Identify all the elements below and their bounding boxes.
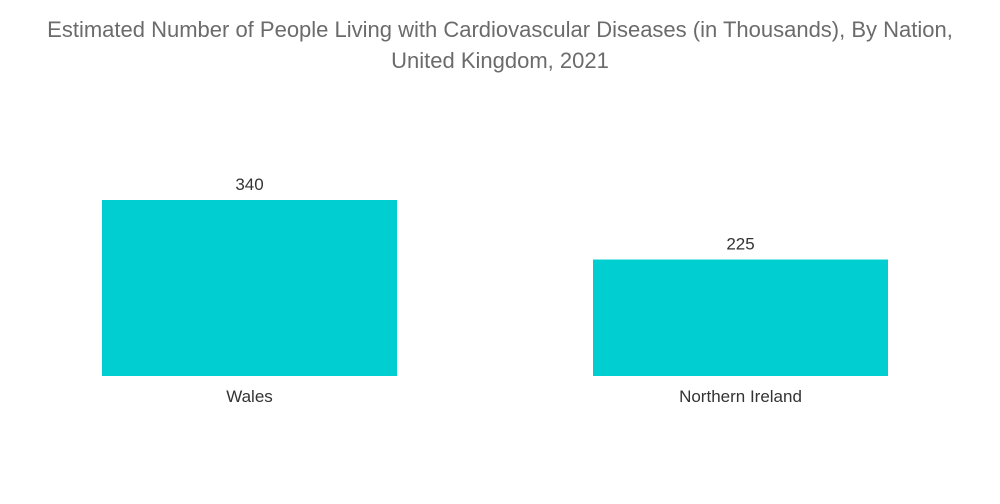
bar-northern-ireland <box>593 259 888 376</box>
bar-value-label: 340 <box>235 175 263 194</box>
chart-title-line-1: Estimated Number of People Living with C… <box>47 17 953 42</box>
chart-title-line-2: United Kingdom, 2021 <box>391 48 609 73</box>
bar-value-label: 225 <box>726 235 754 254</box>
x-tick-label: Northern Ireland <box>679 387 802 406</box>
labels-layer: 340 Wales 225 Northern Ireland <box>226 175 802 406</box>
x-tick-label: Wales <box>226 387 273 406</box>
bar-wales <box>102 200 397 376</box>
chart-title: Estimated Number of People Living with C… <box>0 14 1000 76</box>
bars-layer <box>102 200 888 376</box>
